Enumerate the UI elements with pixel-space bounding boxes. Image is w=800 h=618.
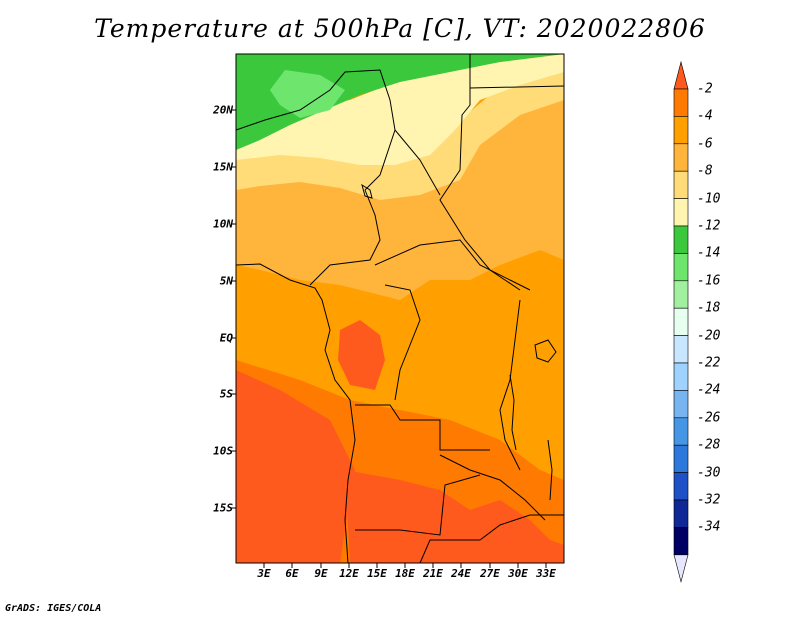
colorbar-label: -6 bbox=[697, 136, 713, 152]
region-minus10 bbox=[236, 70, 564, 200]
temperature-map bbox=[235, 53, 565, 564]
lon-label: 18E bbox=[395, 567, 415, 580]
lon-label: 9E bbox=[314, 567, 328, 580]
region-minus2-congo bbox=[338, 320, 385, 390]
colorbar-swatch bbox=[673, 225, 689, 254]
lake-victoria bbox=[534, 339, 557, 363]
colorbar-swatch bbox=[673, 170, 689, 199]
colorbar-label: -30 bbox=[697, 465, 721, 481]
lat-label: 10S bbox=[213, 444, 233, 458]
lon-label: 12E bbox=[339, 567, 359, 580]
region-minus12 bbox=[236, 54, 564, 165]
colorbar-swatch bbox=[673, 88, 689, 117]
lon-label: 15E bbox=[367, 567, 387, 580]
coastline-west bbox=[235, 263, 356, 564]
lat-label: 20N bbox=[213, 103, 233, 117]
border-north bbox=[235, 69, 396, 191]
colorbar-label: -8 bbox=[697, 163, 713, 179]
border-namibia bbox=[355, 474, 481, 536]
lat-label: EQ bbox=[219, 331, 233, 345]
lon-label: 24E bbox=[451, 567, 471, 580]
lat-label: 10N bbox=[213, 217, 233, 231]
border-congo bbox=[384, 284, 421, 401]
country-borders bbox=[235, 54, 565, 564]
colorbar-swatch bbox=[673, 307, 689, 336]
border-car bbox=[374, 239, 531, 291]
colorbar-swatch bbox=[673, 335, 689, 364]
colorbar-label: -4 bbox=[697, 108, 713, 124]
colorbar-label: -26 bbox=[697, 410, 721, 426]
lon-label: 27E bbox=[480, 567, 500, 580]
lon-label: 21E bbox=[423, 567, 443, 580]
lake-malawi bbox=[547, 439, 553, 501]
border-zambia bbox=[439, 454, 546, 521]
colorbar-swatch bbox=[673, 390, 689, 419]
border-chad bbox=[394, 129, 441, 196]
lake-tanganyika bbox=[509, 374, 517, 451]
region-minus16 bbox=[270, 70, 345, 118]
colorbar-top-arrow bbox=[673, 60, 689, 90]
axis-ticks bbox=[231, 109, 547, 568]
lat-label: 15N bbox=[213, 160, 233, 174]
colorbar-swatch bbox=[673, 417, 689, 446]
colorbar-label: -18 bbox=[697, 300, 721, 316]
colorbar-swatch bbox=[673, 116, 689, 145]
colorbar-swatch bbox=[673, 253, 689, 282]
colorbar-swatch bbox=[673, 499, 689, 528]
lake-chad bbox=[361, 183, 373, 199]
border-sudan-east bbox=[469, 85, 565, 89]
colorbar-label: -20 bbox=[697, 328, 721, 344]
lat-label: 5S bbox=[219, 387, 233, 401]
region-minus2-west bbox=[236, 370, 355, 563]
lon-label: 30E bbox=[508, 567, 528, 580]
colorbar-swatch bbox=[673, 444, 689, 473]
colorbar-swatch bbox=[673, 198, 689, 227]
border-angola bbox=[355, 404, 490, 451]
colorbar-bottom-arrow bbox=[673, 554, 689, 583]
lon-label: 6E bbox=[285, 567, 299, 580]
colorbar-swatch bbox=[673, 472, 689, 501]
border-libya-egypt bbox=[439, 54, 521, 291]
lat-label: 5N bbox=[219, 274, 233, 288]
border-drc-east bbox=[499, 299, 521, 471]
lon-label: 3E bbox=[257, 567, 271, 580]
colorbar-swatch bbox=[673, 527, 689, 556]
colorbar-label: -22 bbox=[697, 355, 721, 371]
colorbar-label: -12 bbox=[697, 218, 721, 234]
map-frame bbox=[235, 53, 565, 564]
colorbar-label: -10 bbox=[697, 191, 721, 207]
colorbar bbox=[673, 60, 689, 583]
map-title: Temperature at 500hPa [C], VT: 202002280… bbox=[94, 14, 706, 43]
colorbar-swatch bbox=[673, 362, 689, 391]
lon-label: 33E bbox=[536, 567, 556, 580]
colorbar-label: -2 bbox=[697, 81, 713, 97]
colorbar-swatch bbox=[673, 280, 689, 309]
colorbar-label: -28 bbox=[697, 437, 721, 453]
colorbar-swatch bbox=[673, 143, 689, 172]
colorbar-label: -24 bbox=[697, 382, 721, 398]
colorbar-label: -32 bbox=[697, 492, 721, 508]
border-nigeria bbox=[309, 189, 381, 286]
colorbar-label: -14 bbox=[697, 245, 721, 261]
colorbar-label: -16 bbox=[697, 273, 721, 289]
region-minus2-south bbox=[345, 470, 564, 563]
colorbar-label: -34 bbox=[697, 519, 721, 535]
border-south bbox=[419, 514, 564, 564]
credit-text: GrADS: IGES/COLA bbox=[5, 603, 102, 614]
lat-label: 15S bbox=[213, 501, 233, 515]
